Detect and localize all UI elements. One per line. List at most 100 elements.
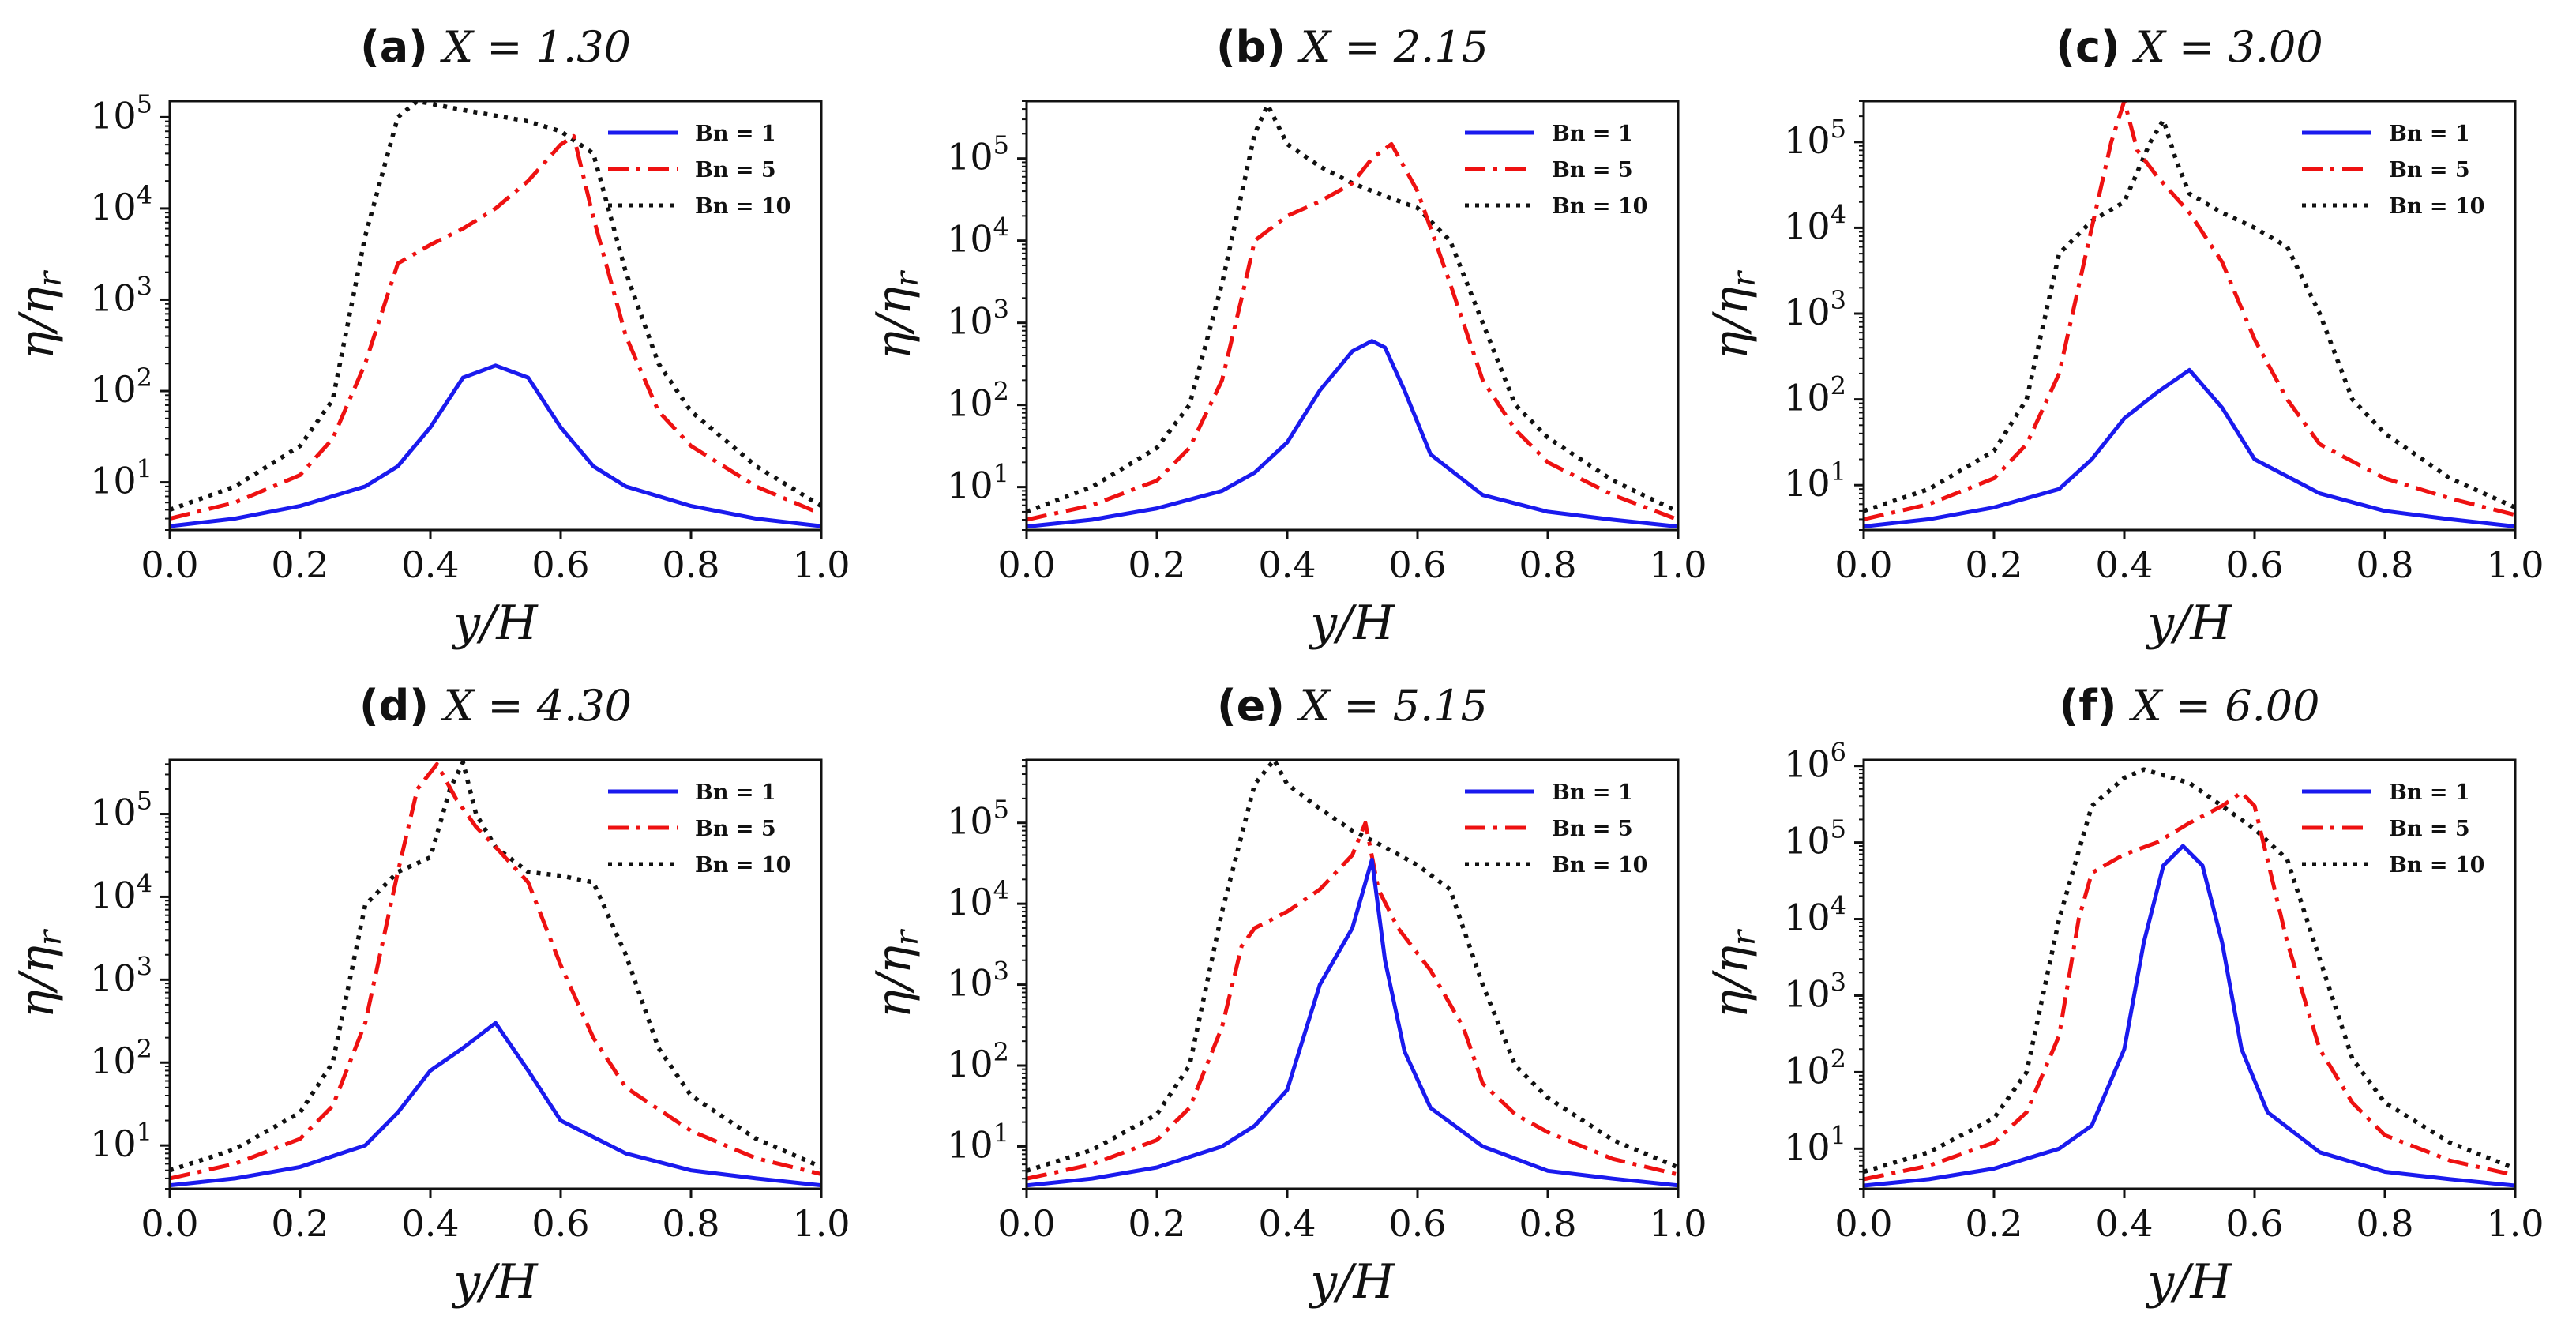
y-tick-base: 10	[90, 1122, 137, 1165]
axes-frame	[1025, 758, 1680, 1190]
series-line-bn5	[1027, 821, 1678, 1181]
y-tick-exponent: 3	[1831, 285, 1846, 315]
legend-label: Bn = 5	[1552, 158, 1633, 182]
x-tick-label: 1.0	[1649, 1202, 1707, 1245]
legend-label: Bn = 5	[2389, 817, 2470, 841]
y-tick-base: 10	[1784, 820, 1831, 863]
y-tick-label: 106	[1784, 738, 1846, 786]
x-tick-label: 0.0	[997, 543, 1055, 586]
x-tick-label: 0.4	[401, 1202, 459, 1245]
y-tick-base: 10	[1784, 743, 1831, 786]
y-tick-label: 103	[947, 295, 1009, 343]
y-label-main: η/η	[9, 945, 65, 1018]
panel-x-value: X = 4.30	[441, 681, 632, 731]
x-tick-label: 0.4	[1258, 543, 1316, 586]
y-axis-label: η/ηr	[866, 269, 926, 359]
panel-c: (c) X = 3.000.0 0.2 0.4 0.6 0.8 1.01011021031…	[1703, 22, 2544, 651]
y-tick-base: 10	[90, 276, 137, 319]
series-line-bn5	[1864, 790, 2515, 1182]
x-tick-label: 0.0	[1834, 1202, 1892, 1245]
y-label-sub: r	[32, 269, 69, 287]
y-tick-base: 10	[947, 218, 993, 261]
y-tick-base: 10	[1784, 119, 1831, 162]
x-tick-label: 0.2	[1965, 543, 2022, 586]
x-tick-label: 0.8	[662, 1202, 719, 1245]
x-axis-label: y/H	[1308, 1254, 1395, 1310]
legend-label: Bn = 1	[695, 780, 776, 805]
y-tick-exponent: 6	[1831, 738, 1846, 768]
y-tick-exponent: 1	[993, 1118, 1009, 1148]
y-tick-base: 10	[90, 460, 137, 502]
x-tick-label: 0.8	[2356, 543, 2413, 586]
y-tick-base: 10	[90, 186, 137, 228]
y-label-sub: r	[889, 269, 926, 287]
x-tick-label: 0.6	[1388, 543, 1446, 586]
y-tick-base: 10	[90, 94, 137, 137]
y-tick-exponent: 2	[1831, 371, 1846, 401]
y-tick-exponent: 2	[993, 377, 1009, 407]
x-tick-label: 0.2	[271, 1202, 329, 1245]
series-line-bn5	[1027, 141, 1678, 522]
legend-label: Bn = 5	[1552, 817, 1633, 841]
y-tick-label: 102	[947, 377, 1009, 425]
y-tick-base: 10	[1784, 1126, 1831, 1168]
y-tick-exponent: 5	[1831, 114, 1846, 144]
legend-label: Bn = 1	[1552, 780, 1633, 805]
panel-title: (a) X = 1.30	[360, 22, 631, 72]
x-tick-label: 1.0	[1649, 543, 1707, 586]
y-tick-base: 10	[947, 300, 993, 343]
y-axis-label: η/ηr	[9, 269, 69, 359]
y-tick-exponent: 3	[1831, 967, 1846, 997]
axes-frame	[1862, 758, 2517, 1190]
y-label-sub: r	[889, 928, 926, 945]
series-line-bn10	[170, 101, 821, 512]
series-line-bn5	[170, 133, 821, 521]
y-tick-exponent: 2	[137, 363, 152, 393]
series-line-bn1	[1027, 857, 1678, 1188]
axes-frame	[1862, 100, 2517, 532]
legend-label: Bn = 10	[2389, 194, 2484, 219]
y-tick-base: 10	[1784, 1049, 1831, 1092]
y-tick-label: 102	[1784, 371, 1846, 419]
y-tick-base: 10	[947, 464, 993, 507]
y-tick-label: 102	[1784, 1043, 1846, 1092]
panel-letter: (f)	[2060, 681, 2132, 731]
panel-x-value: X = 5.15	[1297, 681, 1488, 731]
y-axis-label: η/ηr	[1703, 928, 1763, 1018]
y-tick-exponent: 1	[1831, 1120, 1846, 1150]
y-tick-exponent: 4	[993, 875, 1009, 905]
y-label-sub: r	[1726, 269, 1763, 287]
x-tick-label: 1.0	[2486, 1202, 2544, 1245]
y-tick-exponent: 5	[993, 795, 1009, 825]
x-tick-label: 0.4	[1258, 1202, 1316, 1245]
x-tick-label: 0.2	[271, 543, 329, 586]
y-tick-exponent: 5	[1831, 814, 1846, 844]
x-tick-label: 0.2	[1128, 543, 1185, 586]
y-tick-exponent: 2	[1831, 1043, 1846, 1073]
y-tick-base: 10	[90, 1039, 137, 1082]
series-line-bn1	[170, 1021, 821, 1188]
axes-frame	[168, 758, 823, 1190]
panel-f: (f) X = 6.000.0 0.2 0.4 0.6 0.8 1.01011021031…	[1703, 681, 2544, 1310]
x-tick-label: 1.0	[2486, 543, 2544, 586]
x-axis-label: y/H	[451, 1254, 539, 1310]
legend-label: Bn = 1	[2389, 122, 2470, 146]
legend-label: Bn = 10	[695, 194, 790, 219]
y-tick-base: 10	[947, 800, 993, 843]
y-tick-label: 101	[1784, 457, 1846, 505]
y-tick-label: 103	[1784, 967, 1846, 1015]
legend-label: Bn = 5	[695, 158, 776, 182]
legend-label: Bn = 1	[695, 122, 776, 146]
x-tick-label: 0.6	[2225, 1202, 2283, 1245]
y-tick-base: 10	[1784, 377, 1831, 419]
y-tick-label: 105	[947, 795, 1009, 843]
panel-x-value: X = 3.00	[2131, 22, 2323, 72]
panel-letter: (c)	[2056, 22, 2135, 72]
y-tick-label: 104	[1784, 891, 1846, 939]
y-tick-label: 101	[90, 454, 152, 502]
y-tick-base: 10	[1784, 897, 1831, 939]
panel-letter: (e)	[1217, 681, 1300, 731]
x-tick-label: 0.8	[662, 543, 719, 586]
y-tick-base: 10	[947, 136, 993, 179]
